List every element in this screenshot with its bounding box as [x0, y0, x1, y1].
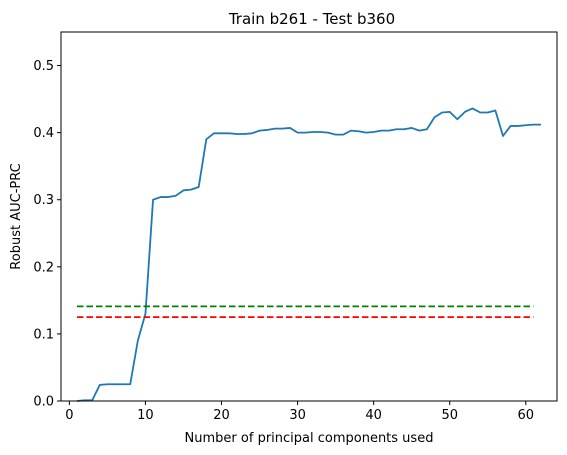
plot-area [76, 107, 542, 402]
y-tick-label: 0.4 [33, 126, 54, 141]
x-axis: 0 10 20 30 40 50 60 [65, 401, 534, 423]
series-line-1 [76, 107, 542, 402]
x-tick-label: 30 [289, 408, 306, 423]
chart-title: Train b261 - Test b360 [228, 10, 395, 28]
y-tick-label: 0.0 [33, 395, 54, 410]
x-tick-label: 60 [518, 408, 535, 423]
x-tick-label: 0 [65, 408, 73, 423]
x-tick-label: 40 [365, 408, 382, 423]
x-tick-label: 10 [137, 408, 154, 423]
x-tick-label: 50 [441, 408, 458, 423]
x-axis-label: Number of principal components used [185, 431, 434, 446]
y-tick-label: 0.5 [33, 59, 54, 74]
y-tick-label: 0.1 [33, 327, 54, 342]
y-tick-label: 0.2 [33, 260, 54, 275]
plot-frame [60, 31, 558, 402]
y-axis-label: Robust AUC-PRC [9, 163, 24, 269]
y-axis: 0.0 0.1 0.2 0.3 0.4 0.5 [33, 59, 61, 410]
x-tick-label: 20 [213, 408, 230, 423]
y-tick-label: 0.3 [33, 193, 54, 208]
